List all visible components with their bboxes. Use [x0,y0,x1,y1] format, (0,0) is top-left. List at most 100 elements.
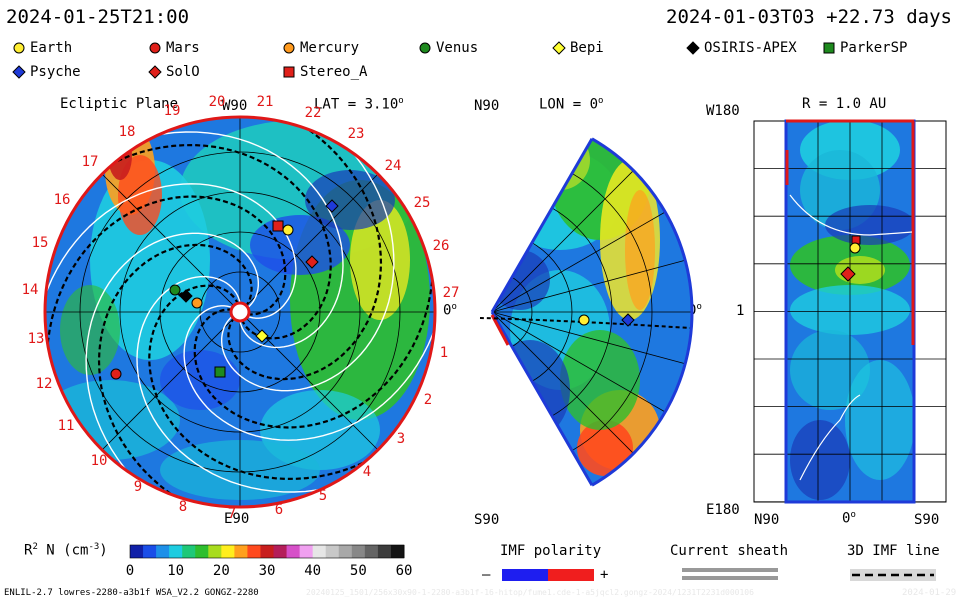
map-current-sheet-lower [799,394,861,481]
map-w180: W180 [706,103,740,119]
legend-venus-icon [419,42,431,54]
ecliptic-bepi-marker [255,329,269,343]
colorbar-tick-label: 30 [258,563,276,579]
meridional-density-region [577,420,633,476]
ecliptic-imf-line [98,143,332,340]
colorbar-swatch [195,545,209,558]
elapsed-time: 2024-01-03T03 +22.73 days [666,6,952,28]
map-r-label: R = 1.0 AU [802,96,887,112]
legend-mars-label: Mars [166,40,200,56]
colorbar-label: R2 N (cm-3) [24,542,108,559]
meridional-edge-south [490,311,594,486]
map-earth-marker [849,242,861,254]
ecliptic-e90: E90 [224,511,250,527]
meridional-imf-line [479,317,691,329]
imf-polarity-title: IMF polarity [500,543,602,559]
ecliptic-boundary [43,115,437,509]
legend-osiris-apex-label: OSIRIS-APEX [704,40,797,56]
ecliptic-mars-marker [110,368,122,380]
sector-number: 18 [119,124,136,140]
sector-number: 26 [433,238,450,254]
sector-number: 4 [363,464,371,480]
colorbar-swatch [169,545,183,558]
legend-solo-icon [148,65,162,79]
legend-osiris-apex-icon [686,41,700,55]
colorbar-swatch [130,545,144,558]
map-current-sheet [789,194,913,236]
colorbar-tick-label: 60 [395,563,413,579]
ecliptic-imf-line [148,284,382,481]
ecliptic-earth-marker [282,224,294,236]
meridional-polarity-segment [490,314,510,346]
sector-number: 16 [54,192,71,208]
sun [229,301,251,323]
colorbar-swatch [208,545,222,558]
ecliptic-zero: 0o [443,302,457,319]
map-density-region [790,420,850,500]
map-n90: N90 [754,512,780,528]
colorbar-swatch [325,545,340,558]
meridional-grid-spoke [492,311,666,413]
colorbar-swatch [351,545,366,558]
meridional-psyche-marker [621,313,635,327]
colorbar-swatch [390,545,405,558]
legend-solo-label: SolO [166,64,200,80]
map-density-region [825,205,914,245]
sector-number: 1 [440,345,448,361]
colorbar-swatch [182,545,196,558]
ecliptic-imf-line [193,260,435,429]
imf-minus: – [482,567,491,583]
meridional-grid-spoke [492,311,686,365]
ecliptic-imf-line [97,243,253,507]
sector-number: 24 [385,158,402,174]
legend-parkersp-icon [823,42,835,54]
ecliptic-current-sheet [221,138,395,392]
colorbar-swatch [221,545,235,558]
meridional-n90: N90 [474,98,500,114]
map-density-region [835,256,885,284]
sector-number: 7 [228,506,236,522]
map-density-region [845,360,914,480]
sector-number: 12 [36,376,53,392]
colorbar-swatch [156,545,170,558]
meridional-grid-spoke [492,259,686,313]
ecliptic-current-sheet [136,275,341,493]
imf-line-title: 3D IMF line [847,543,940,559]
ecliptic-stereo_a-marker [272,220,284,232]
colorbar-tick-label: 10 [167,563,185,579]
sector-number: 5 [319,488,327,504]
meridional-grid-spoke [492,311,634,454]
ecliptic-current-sheet [45,183,297,319]
colorbar-tick-label: 20 [212,563,230,579]
colorbar-swatch [338,545,353,558]
meridional-grid-spoke [492,211,666,313]
colorbar-swatch [299,545,314,558]
colorbar-swatch [364,545,379,558]
legend-psyche-label: Psyche [30,64,81,80]
colorbar-swatch [377,545,392,558]
legend-venus-label: Venus [436,40,479,56]
colorbar-swatch [312,545,327,558]
meridional-density-region [560,330,640,430]
sector-number: 27 [443,285,460,301]
legend-mars-icon [149,42,161,54]
colorbar-tick-label: 40 [304,563,322,579]
meridional-s90: S90 [474,512,500,528]
legend-parkersp-label: ParkerSP [840,40,908,56]
ecliptic-psyche-marker [325,199,339,213]
meridional-earth-marker [578,314,590,326]
sector-number: 9 [134,479,142,495]
legend-psyche-icon [12,65,26,79]
map-s90: S90 [914,512,940,528]
footer-model: ENLIL-2.7 lowres-2280-a3b1f WSA_V2.2 GON… [4,588,259,598]
colorbar-swatch [286,545,301,558]
legend-mercury-icon [283,42,295,54]
legend-earth-icon [13,42,25,54]
sector-number: 14 [22,282,39,298]
sector-number: 10 [91,453,108,469]
imf-negative-swatch [502,569,548,581]
ecliptic-current-sheet [139,131,344,349]
ecliptic-osiris-apex-marker [179,289,193,303]
map-e180: E180 [706,502,740,518]
map-solo-marker [840,266,856,282]
